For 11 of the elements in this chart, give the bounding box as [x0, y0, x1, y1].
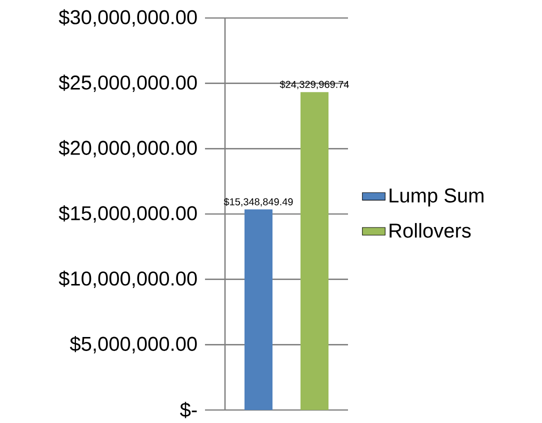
y-tick-label: $-	[180, 402, 197, 418]
legend-label: Lump Sum	[390, 188, 484, 207]
y-tick-label: $15,000,000.00	[58, 205, 197, 223]
y-tick-label: $25,000,000.00	[58, 74, 197, 92]
data-label: $24,329,969.74	[280, 80, 349, 90]
y-tick-label: $10,000,000.00	[58, 270, 197, 288]
data-label: $15,348,849.49	[224, 198, 293, 206]
y-tick-label: $20,000,000.00	[58, 140, 197, 158]
legend-label: Rollovers	[390, 223, 471, 238]
y-tick-label: $30,000,000.00	[58, 9, 197, 27]
y-tick-label: $5,000,000.00	[70, 336, 197, 354]
